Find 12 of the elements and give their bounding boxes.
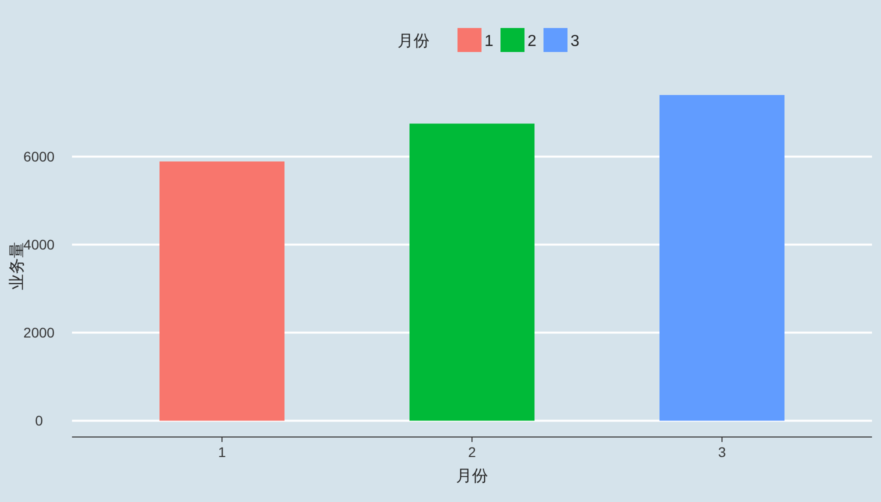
x-tick-label: 1 <box>218 444 226 460</box>
y-tick-label: 0 <box>35 412 44 429</box>
y-tick-label: 4000 <box>23 236 55 253</box>
x-tick-label: 2 <box>468 444 476 460</box>
legend-label: 1 <box>484 33 494 50</box>
legend-label: 2 <box>528 33 536 50</box>
legend-label: 3 <box>570 33 580 50</box>
x-axis-title: 月份 <box>456 468 488 485</box>
y-tick-label: 2000 <box>23 324 55 341</box>
y-tick-label: 6000 <box>23 148 55 165</box>
x-tick-label: 3 <box>718 444 726 460</box>
legend-title: 月份 <box>398 33 430 50</box>
